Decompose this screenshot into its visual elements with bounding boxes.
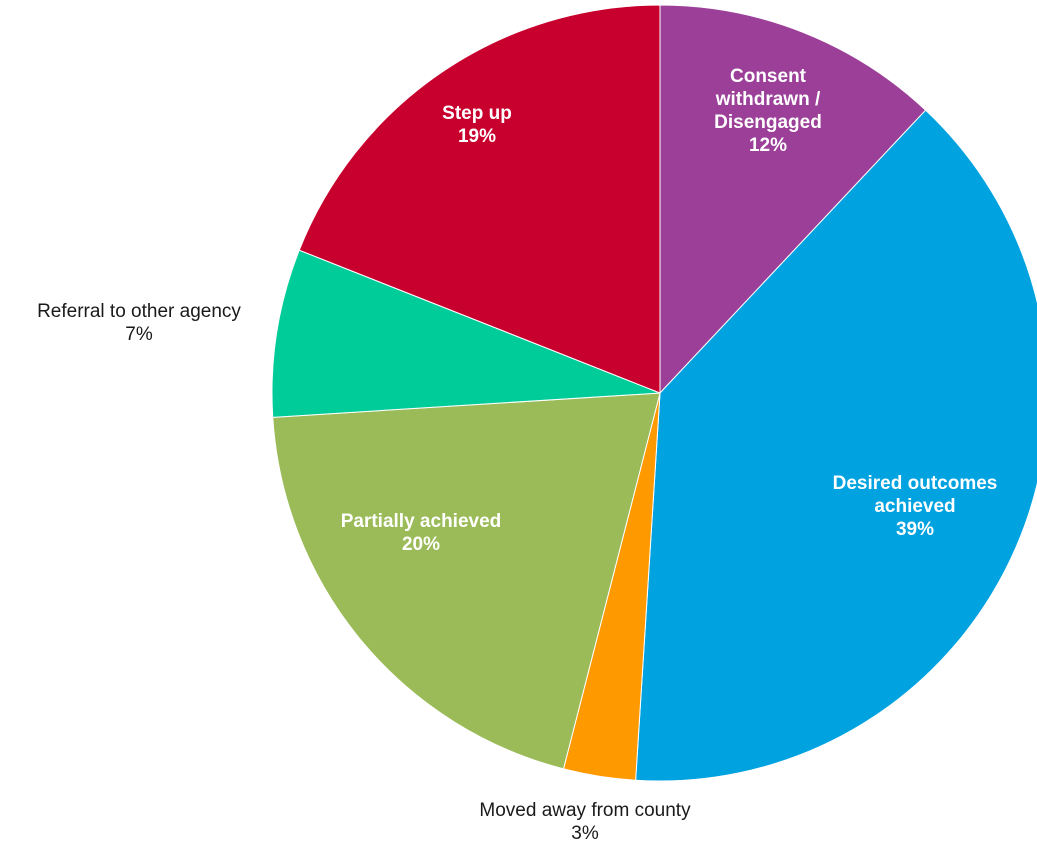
pie-slice-referral-to-other-agency <box>271 249 661 418</box>
data-label-category: Referral to other agency <box>37 301 241 322</box>
pie-slice-desired-outcomes-achieved <box>635 109 1037 782</box>
data-label-category: withdrawn / <box>715 89 821 110</box>
pie-labels: Consent withdrawn / Disengaged 12% Desired o… <box>37 66 997 844</box>
data-label-percent: 7% <box>125 324 153 345</box>
pie-slice-partially-achieved <box>272 392 661 770</box>
data-label-partially-achieved: Partially achieved 20% <box>341 511 502 555</box>
data-label-category: Disengaged <box>714 112 822 133</box>
data-label-percent: 12% <box>749 135 787 156</box>
data-label-category: Partially achieved <box>341 511 502 532</box>
pie-slice-consent-withdrawn-disengaged <box>659 4 927 395</box>
data-label-category: achieved <box>874 496 955 517</box>
data-label-percent: 19% <box>458 126 496 147</box>
data-label-category: Moved away from county <box>479 800 691 821</box>
data-label-category: Step up <box>442 103 512 124</box>
data-label-category: Desired outcomes <box>833 473 998 494</box>
data-label-percent: 39% <box>896 519 934 540</box>
data-label-moved-away-from-county: Moved away from county 3% <box>479 800 691 844</box>
pie-slice-step-up <box>298 4 661 394</box>
data-label-category: Consent <box>730 66 807 87</box>
pie-slices <box>271 4 1037 782</box>
data-label-desired-outcomes-achieved: Desired outcomes achieved 39% <box>833 473 998 540</box>
data-label-referral-to-other-agency: Referral to other agency 7% <box>37 301 241 345</box>
data-label-percent: 3% <box>571 823 599 844</box>
data-label-consent-withdrawn-disengaged: Consent withdrawn / Disengaged 12% <box>714 66 822 156</box>
data-label-step-up: Step up 19% <box>442 103 512 147</box>
data-label-percent: 20% <box>402 534 440 555</box>
